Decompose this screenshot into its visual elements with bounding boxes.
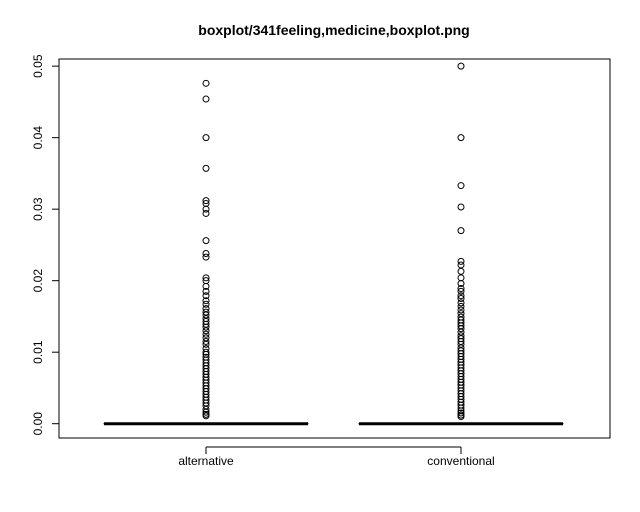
outlier-point — [202, 209, 210, 217]
outlier-point — [202, 297, 210, 305]
outlier-point — [457, 413, 465, 421]
outlier-point — [202, 340, 210, 348]
outlier-point — [457, 287, 465, 295]
outlier-point — [202, 292, 210, 300]
outlier-point — [457, 295, 465, 303]
outlier-point — [202, 274, 210, 282]
box-group — [103, 79, 309, 426]
outlier-point — [457, 285, 465, 293]
y-tick-label: 0.05 — [31, 54, 45, 78]
x-tick-label: alternative — [178, 454, 234, 468]
outlier-point — [457, 292, 465, 300]
outlier-point — [457, 404, 465, 412]
outlier-point — [202, 237, 210, 245]
outlier-point — [202, 253, 210, 261]
outlier-point — [457, 302, 465, 310]
outlier-point — [202, 134, 210, 142]
outlier-point — [202, 250, 210, 258]
outlier-point — [457, 274, 465, 282]
y-tick-label: 0.00 — [31, 412, 45, 436]
outlier-point — [202, 412, 210, 420]
chart-title: boxplot/341feeling,medicine,boxplot.png — [198, 22, 469, 38]
box-group — [358, 62, 564, 426]
outlier-point — [202, 408, 210, 416]
outlier-point — [457, 257, 465, 265]
outlier-point — [202, 79, 210, 87]
outlier-point — [457, 203, 465, 211]
outlier-point — [202, 205, 210, 213]
y-tick-label: 0.04 — [31, 126, 45, 150]
outlier-point — [202, 282, 210, 290]
outlier-point — [202, 95, 210, 103]
x-axis-ticks: alternative conventional — [178, 447, 495, 468]
outlier-point — [457, 299, 465, 307]
outlier-point — [457, 134, 465, 142]
y-tick-label: 0.02 — [31, 269, 45, 293]
outlier-point — [202, 323, 210, 331]
y-tick-label: 0.03 — [31, 197, 45, 221]
y-tick-label: 0.01 — [31, 340, 45, 364]
outlier-point — [202, 300, 210, 308]
plot-frame — [58, 58, 611, 439]
outlier-point — [457, 267, 465, 275]
outlier-point — [202, 327, 210, 335]
outlier-point — [457, 182, 465, 190]
box-groups — [103, 62, 564, 426]
outlier-point — [457, 325, 465, 333]
outlier-point — [202, 197, 210, 205]
y-axis-ticks: 0.00 0.01 0.02 0.03 0.04 0.05 — [31, 54, 59, 435]
outlier-point — [202, 330, 210, 338]
outlier-point — [202, 348, 210, 356]
outlier-point — [202, 287, 210, 295]
outlier-point — [457, 227, 465, 235]
outlier-point — [202, 337, 210, 345]
outlier-point — [457, 409, 465, 417]
outlier-point — [457, 261, 465, 269]
outlier-point — [202, 164, 210, 172]
x-tick-label: conventional — [427, 454, 494, 468]
outlier-point — [457, 62, 465, 70]
outlier-point — [457, 280, 465, 288]
outlier-point — [457, 306, 465, 314]
